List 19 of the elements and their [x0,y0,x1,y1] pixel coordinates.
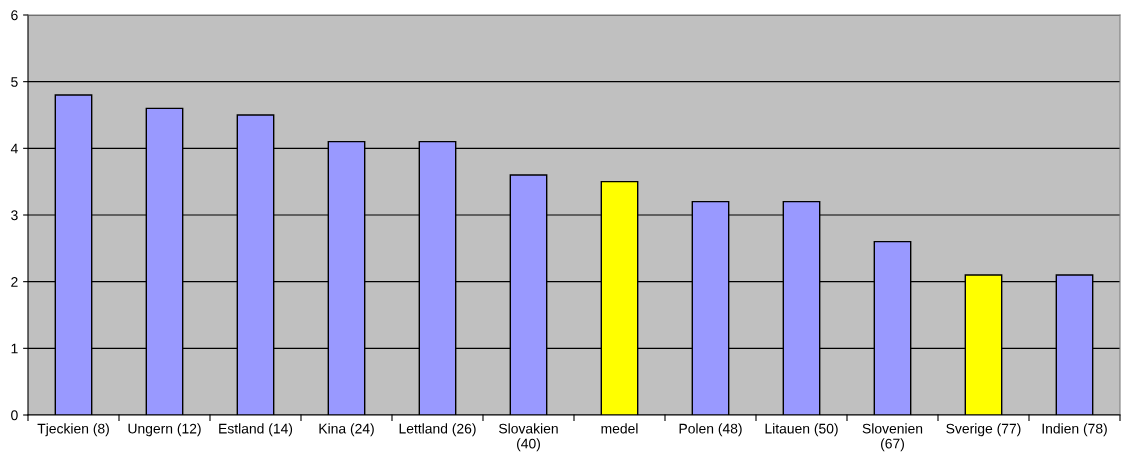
y-tick-label: 1 [11,343,18,354]
x-tick-label: Slovenien (67) [862,423,923,452]
x-tick-label: Estland (14) [219,423,293,437]
y-tick-label: 2 [11,277,18,287]
y-tick-label: 4 [10,143,18,154]
x-tick-label: Lettland (26) [399,423,476,437]
x-tick-label: Slovakien (40) [499,423,558,452]
x-tick-label: Litauen (50) [765,423,838,437]
y-tick-label: 3 [11,210,18,221]
x-tick-label: medel [601,423,638,434]
x-tick-label: Indien (78) [1042,423,1107,437]
y-tick-label: 5 [11,77,18,87]
x-tick-label: Polen (48) [679,423,742,437]
y-tick-label: 6 [11,10,18,21]
x-tick-label: Ungern (12) [128,423,201,437]
x-tick-label: Sverige (77) [946,423,1021,437]
x-tick-label: Kina (24) [319,423,374,437]
y-tick-label: 0 [11,410,18,421]
x-tick-label: Tjeckien (8) [37,423,109,437]
